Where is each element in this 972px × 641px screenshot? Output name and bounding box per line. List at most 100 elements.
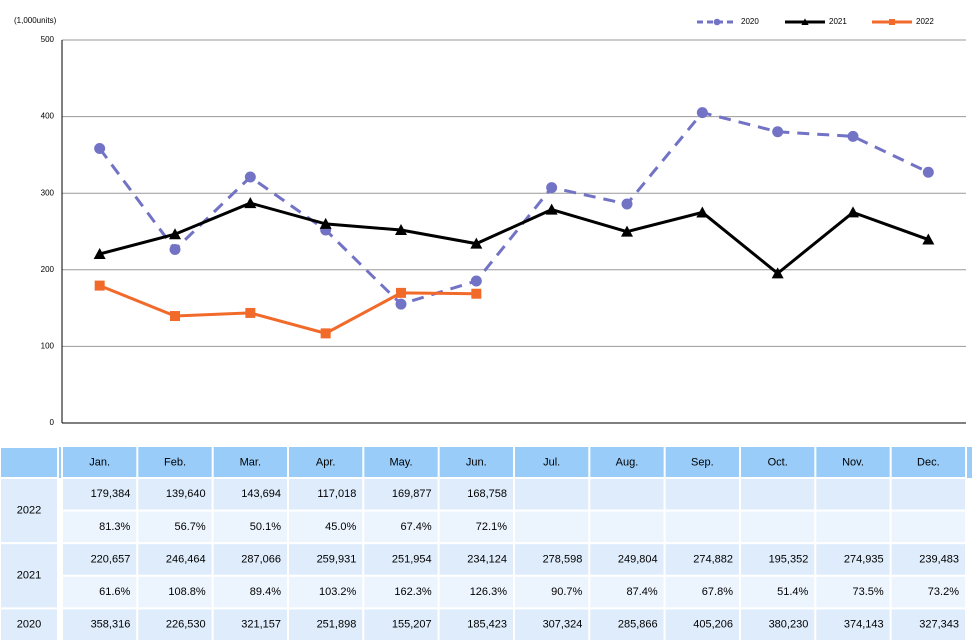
percent-cell — [362, 509, 440, 545]
value-cell — [362, 607, 440, 641]
legend-label: 2020 — [741, 17, 759, 26]
percent-text: 72.1% — [476, 521, 507, 533]
percent-cell — [814, 509, 892, 545]
value-cell — [814, 477, 892, 512]
value-cell — [889, 607, 968, 641]
value-text: 405,206 — [693, 619, 733, 631]
table-header-bg — [0, 447, 972, 478]
value-text: 251,898 — [317, 619, 357, 631]
percent-cell — [889, 574, 968, 610]
value-cell — [136, 607, 214, 641]
point — [470, 275, 482, 287]
value-text: 327,343 — [919, 619, 959, 631]
column-header: Aug. — [616, 456, 639, 468]
y-tick-label: 200 — [41, 265, 55, 274]
point — [696, 107, 708, 119]
percent-text: 67.8% — [702, 586, 733, 598]
y-tick-label: 0 — [50, 418, 55, 427]
point — [94, 280, 105, 291]
value-text: 249,804 — [618, 553, 658, 565]
percent-text: 81.3% — [99, 521, 130, 533]
value-text: 195,352 — [769, 553, 809, 565]
point — [245, 307, 256, 318]
value-text: 155,207 — [392, 619, 432, 631]
point — [621, 225, 633, 237]
row-label: 2022 — [17, 505, 41, 517]
point — [169, 228, 181, 240]
row-label-bg — [0, 477, 59, 545]
value-cell — [588, 542, 666, 577]
series-line — [98, 110, 929, 306]
percent-text: 126.3% — [470, 586, 508, 598]
value-text: 117,018 — [317, 488, 356, 500]
value-cell — [663, 542, 742, 577]
header-corner — [0, 446, 59, 479]
value-text: 168,758 — [467, 488, 507, 500]
value-text: 374,143 — [844, 619, 884, 631]
percent-text: 61.6% — [99, 586, 130, 598]
point — [396, 287, 406, 298]
column-header: Jul. — [543, 456, 560, 468]
legend-marker — [713, 18, 721, 26]
value-text: 274,882 — [693, 553, 733, 565]
value-text: 220,657 — [91, 553, 131, 565]
value-cell — [739, 477, 817, 512]
percent-cell — [211, 509, 290, 545]
value-cell — [588, 477, 666, 512]
legend-marker — [801, 18, 809, 25]
column-header: Sep. — [691, 456, 714, 468]
value-cell — [739, 607, 817, 641]
point — [471, 288, 482, 299]
y-tick-label: 300 — [41, 188, 55, 197]
percent-cell — [61, 509, 139, 545]
percent-text: 73.2% — [928, 586, 959, 598]
point — [244, 171, 256, 183]
point — [244, 197, 257, 209]
row-label: 2021 — [17, 570, 41, 582]
value-text: 274,935 — [844, 553, 884, 565]
point — [922, 233, 935, 245]
percent-text: 108.8% — [168, 586, 206, 598]
point — [93, 247, 106, 259]
percent-cell — [739, 509, 817, 545]
point — [847, 130, 859, 142]
value-cell — [889, 477, 968, 512]
value-text: 234,124 — [467, 553, 507, 565]
value-text: 239,483 — [919, 553, 959, 565]
value-cell — [362, 542, 440, 577]
series-line — [99, 201, 929, 276]
row-label: 2020 — [17, 619, 41, 631]
point — [170, 311, 180, 322]
percent-text: 103.2% — [319, 586, 357, 598]
point — [395, 224, 407, 236]
column-header: Apr. — [316, 456, 336, 468]
value-cell — [588, 607, 666, 641]
value-text: 169,877 — [392, 488, 432, 500]
column-header: Dec. — [917, 456, 940, 468]
column-header: Oct. — [768, 456, 788, 468]
value-text: 185,423 — [467, 619, 507, 631]
percent-text: 51.4% — [777, 586, 808, 598]
point — [772, 126, 784, 138]
percent-text: 50.1% — [250, 521, 281, 533]
value-text: 179,384 — [91, 488, 131, 500]
legend-label: 2021 — [829, 17, 847, 26]
value-text: 278,598 — [543, 553, 583, 565]
value-text: 380,230 — [769, 619, 809, 631]
series-line — [99, 284, 477, 335]
percent-cell — [362, 574, 440, 610]
value-text: 321,157 — [241, 619, 281, 631]
percent-text: 73.5% — [852, 586, 883, 598]
value-cell — [287, 607, 365, 641]
point — [470, 237, 483, 249]
y-tick-label: 100 — [41, 342, 55, 351]
point — [771, 267, 784, 279]
value-cell — [513, 477, 591, 512]
value-cell — [437, 477, 515, 512]
value-cell — [136, 477, 214, 512]
percent-cell — [663, 574, 742, 610]
legend-marker — [889, 19, 895, 25]
value-text: 143,694 — [241, 488, 281, 500]
value-text: 358,316 — [91, 619, 131, 631]
